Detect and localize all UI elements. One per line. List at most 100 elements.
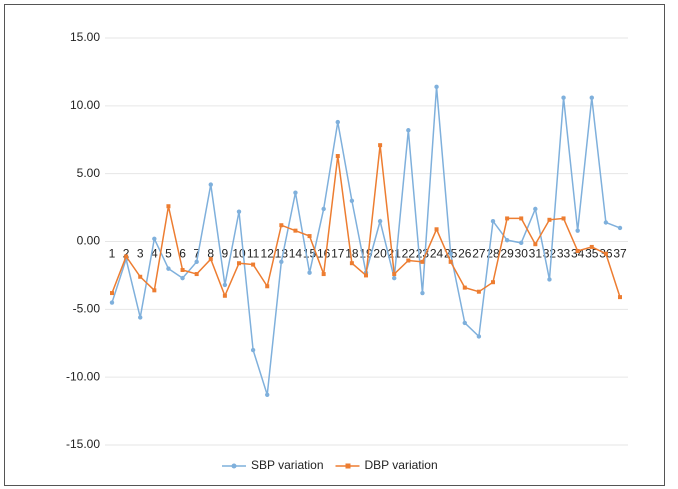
point-marker — [349, 198, 355, 203]
point-marker — [180, 267, 185, 272]
point-marker — [434, 84, 439, 90]
point-marker — [392, 272, 397, 277]
point-marker — [250, 347, 256, 353]
x-tick-label: 6 — [179, 247, 186, 261]
y-tick-label: 5.00 — [77, 166, 101, 180]
point-marker — [364, 273, 368, 278]
point-marker — [406, 128, 411, 133]
y-tick-label: -5.00 — [73, 302, 101, 316]
point-marker — [533, 242, 538, 247]
x-tick-label: 17 — [331, 247, 345, 261]
point-marker — [180, 275, 185, 281]
x-tick-label: 14 — [289, 247, 303, 261]
point-marker — [603, 220, 609, 225]
point-marker — [109, 300, 115, 305]
point-marker — [279, 259, 284, 265]
point-marker — [406, 258, 411, 263]
series — [110, 143, 622, 300]
point-marker — [166, 266, 171, 271]
point-marker — [335, 119, 340, 125]
y-tick-label: -15.00 — [66, 437, 100, 451]
point-marker — [152, 236, 157, 241]
point-marker — [476, 334, 482, 339]
x-tick-label: 18 — [345, 247, 359, 261]
x-tick-label: 12 — [261, 247, 275, 261]
point-marker — [420, 259, 425, 264]
point-marker — [236, 209, 242, 214]
point-marker — [222, 282, 228, 288]
point-marker — [265, 284, 270, 289]
y-tick-label: 10.00 — [70, 98, 100, 112]
point-marker — [434, 227, 439, 232]
y-tick-label: 0.00 — [77, 234, 101, 248]
x-tick-label: 37 — [613, 247, 627, 261]
point-marker — [307, 270, 312, 275]
x-tick-label: 26 — [458, 247, 472, 261]
point-marker — [617, 225, 623, 231]
point-marker — [575, 248, 580, 253]
point-marker — [420, 290, 425, 296]
x-tick-label: 11 — [247, 247, 260, 261]
x-tick-label: 34 — [571, 247, 585, 261]
point-marker — [533, 206, 538, 212]
point-marker — [490, 218, 496, 224]
point-marker — [504, 237, 510, 243]
point-marker — [208, 257, 213, 262]
point-marker — [377, 218, 383, 224]
point-marker — [603, 251, 608, 256]
point-marker — [448, 251, 453, 256]
x-tick-label: 3 — [137, 247, 144, 261]
x-tick-label: 7 — [193, 247, 200, 261]
point-marker — [166, 204, 171, 209]
point-marker — [476, 289, 481, 294]
x-tick-label: 8 — [207, 247, 214, 261]
series — [109, 84, 623, 398]
x-tick-label: 29 — [500, 247, 514, 261]
point-marker — [519, 216, 524, 221]
legend-marker — [345, 463, 351, 469]
point-marker — [321, 272, 326, 277]
x-tick-label: 32 — [543, 247, 557, 261]
point-marker — [265, 392, 270, 398]
point-marker — [194, 259, 199, 265]
point-marker — [561, 216, 566, 221]
point-marker — [293, 228, 298, 233]
point-marker — [110, 291, 114, 296]
point-marker — [335, 154, 340, 159]
point-marker — [561, 95, 566, 100]
x-tick-label: 16 — [317, 247, 331, 261]
point-marker — [293, 190, 298, 195]
x-tick-label: 24 — [430, 247, 444, 261]
point-marker — [589, 95, 594, 100]
point-marker — [194, 272, 199, 277]
point-marker — [448, 259, 453, 264]
point-marker — [237, 261, 241, 266]
point-marker — [462, 320, 467, 326]
point-marker — [575, 228, 580, 233]
x-tick-label: 35 — [585, 247, 599, 261]
x-tick-label: 4 — [151, 247, 158, 261]
point-marker — [321, 206, 326, 212]
x-tick-label: 31 — [529, 247, 543, 261]
y-tick-label: -10.00 — [66, 369, 100, 383]
point-marker — [378, 143, 383, 148]
x-tick-label: 20 — [373, 247, 387, 261]
point-marker — [279, 223, 284, 228]
x-tick-label: 2 — [123, 247, 130, 261]
point-marker — [589, 244, 594, 249]
point-marker — [138, 274, 143, 279]
point-marker — [124, 254, 129, 259]
point-marker — [138, 315, 143, 320]
x-tick-label: 22 — [402, 247, 416, 261]
point-marker — [392, 275, 397, 281]
point-marker — [208, 182, 213, 187]
point-marker — [349, 261, 354, 266]
point-marker — [251, 262, 256, 267]
x-tick-label: 1 — [109, 247, 116, 261]
point-marker — [152, 288, 157, 293]
x-tick-label: 30 — [515, 247, 529, 261]
point-marker — [618, 295, 622, 300]
x-tick-label: 33 — [557, 247, 571, 261]
point-marker — [505, 216, 510, 221]
